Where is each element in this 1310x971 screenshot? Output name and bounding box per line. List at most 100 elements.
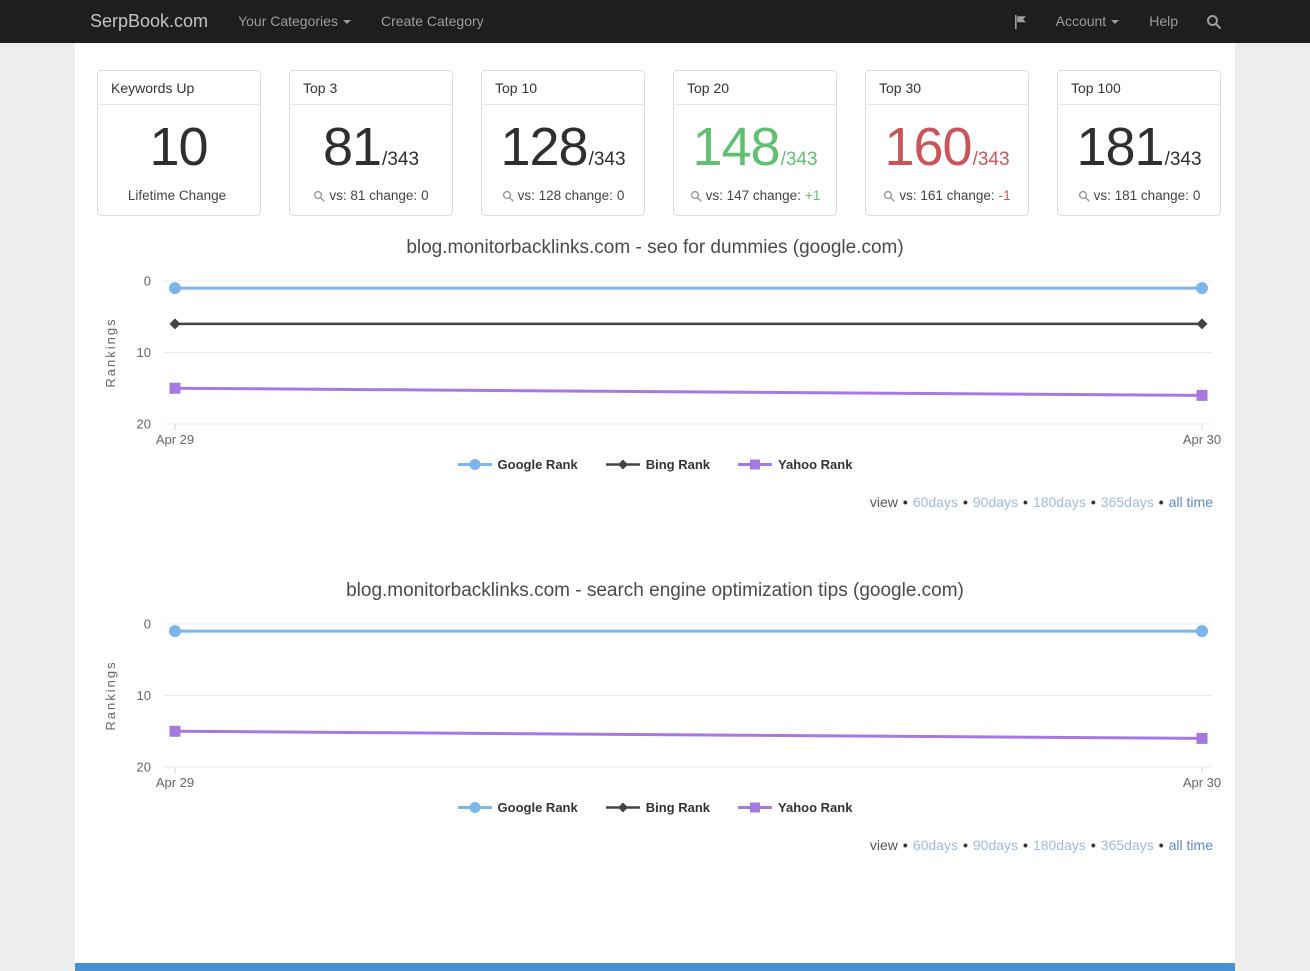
footer-bar — [75, 963, 1235, 971]
y-tick-label: 20 — [137, 760, 151, 775]
legend-label: Bing Rank — [645, 457, 711, 472]
nav-help[interactable]: Help — [1134, 0, 1193, 43]
legend-item-yahoo-rank[interactable]: Yahoo Rank — [738, 800, 852, 815]
series-marker[interactable] — [1196, 732, 1208, 744]
view-label: view — [869, 494, 898, 510]
stat-change-value: -1 — [998, 188, 1011, 203]
series-marker[interactable] — [169, 625, 181, 638]
stat-change-value: 0 — [1192, 188, 1201, 203]
x-tick-label: Apr 29 — [156, 775, 194, 790]
series-marker[interactable] — [169, 382, 181, 394]
stat-footer-text: vs: 128 change: — [517, 188, 613, 203]
timerange-link-60days[interactable]: 60days — [912, 837, 958, 853]
nav-create-category-label: Create Category — [380, 13, 484, 29]
legend-item-bing-rank[interactable]: Bing Rank — [605, 800, 710, 815]
nav-account-label: Account — [1055, 13, 1107, 29]
magnifier-icon — [883, 190, 896, 202]
separator-dot: • — [1090, 837, 1096, 853]
series-marker[interactable] — [169, 318, 181, 330]
stat-footer-text: vs: 161 change: — [899, 188, 995, 203]
legend-item-google-rank[interactable]: Google Rank — [457, 800, 578, 815]
y-tick-label: 0 — [144, 617, 151, 632]
series-marker[interactable] — [1196, 282, 1208, 295]
nav-help-label: Help — [1149, 13, 1178, 29]
series-marker[interactable] — [1196, 625, 1208, 638]
y-tick-label: 0 — [144, 274, 151, 289]
series-marker[interactable] — [1196, 318, 1208, 330]
x-tick-label: Apr 30 — [1183, 432, 1221, 447]
timerange-link-90days[interactable]: 90days — [972, 837, 1019, 853]
chart-title: blog.monitorbacklinks.com - search engin… — [346, 580, 964, 601]
timerange-link-180days[interactable]: 180days — [1032, 494, 1086, 510]
stat-change-value: +1 — [804, 188, 821, 203]
stat-card-top-100: Top 100 181 /343 vs: 181 change: 0 — [1057, 70, 1221, 216]
stat-card-value: 81 /343 — [290, 105, 452, 178]
x-tick-label: Apr 29 — [156, 432, 194, 447]
separator-dot: • — [902, 494, 908, 510]
chevron-down-icon — [342, 20, 351, 25]
stat-card-footer[interactable]: vs: 128 change: 0 — [482, 178, 644, 215]
series-marker[interactable] — [169, 725, 181, 737]
chart-block-search-engine-optimization-tips: blog.monitorbacklinks.com - search engin… — [75, 580, 1235, 853]
navbar-container: SerpBook.com Your Categories Create Cate… — [75, 0, 1235, 43]
stat-card-footer[interactable]: vs: 147 change: +1 — [674, 178, 836, 215]
stat-change-value: 0 — [421, 188, 429, 203]
rank-chart: 0 10 20 Apr 29 Apr 30 Rankings — [103, 274, 1221, 448]
nav-your-categories[interactable]: Your Categories — [223, 0, 366, 43]
timerange-link-60days[interactable]: 60days — [912, 494, 958, 510]
stat-card-value: 10 — [98, 105, 260, 178]
stat-card-title: Top 20 — [674, 71, 836, 105]
navbar-right: Account Help — [1000, 0, 1235, 43]
timerange-link-180days[interactable]: 180days — [1032, 837, 1086, 853]
legend-item-bing-rank[interactable]: Bing Rank — [605, 457, 711, 472]
stat-value: 81 — [322, 117, 382, 177]
stat-footer-text: Lifetime Change — [127, 188, 227, 203]
stat-card-footer[interactable]: vs: 181 change: 0 — [1058, 178, 1220, 215]
stat-card-footer[interactable]: vs: 81 change: 0 — [290, 178, 452, 215]
legend-marker-diamond-icon — [605, 459, 640, 470]
separator-dot: • — [962, 837, 968, 853]
timerange-link-all-time[interactable]: all time — [1168, 494, 1213, 510]
stat-denominator: /343 — [972, 149, 1010, 170]
timerange-link-365days[interactable]: 365days — [1100, 494, 1154, 510]
timerange-link-365days[interactable]: 365days — [1100, 837, 1154, 853]
magnifier-icon — [502, 190, 514, 202]
stat-cards-row: Keywords Up 10 Lifetime Change Top 3 81 … — [75, 43, 1235, 216]
separator-dot: • — [1023, 494, 1028, 510]
chart-title: blog.monitorbacklinks.com - seo for dumm… — [406, 237, 904, 258]
separator-dot: • — [1090, 494, 1096, 510]
stat-value: 128 — [500, 117, 588, 177]
nav-account[interactable]: Account — [1041, 0, 1135, 43]
stat-footer-text: vs: 181 change: — [1093, 188, 1189, 203]
content-column: Keywords Up 10 Lifetime Change Top 3 81 … — [75, 43, 1235, 971]
separator-dot: • — [1023, 837, 1028, 853]
separator-dot: • — [1158, 494, 1164, 510]
legend-marker-diamond-icon — [605, 802, 640, 813]
timerange-link-all-time[interactable]: all time — [1168, 837, 1213, 853]
chart-legend: Google Rank Bing Rank Yahoo Rank — [75, 800, 1235, 815]
separator-dot: • — [902, 837, 908, 853]
legend-item-yahoo-rank[interactable]: Yahoo Rank — [738, 457, 852, 472]
legend-item-google-rank[interactable]: Google Rank — [457, 457, 578, 472]
stat-card-footer[interactable]: vs: 161 change: -1 — [866, 178, 1028, 215]
stat-card-top-30: Top 30 160 /343 vs: 161 change: -1 — [865, 70, 1029, 216]
legend-marker-circle-icon — [457, 802, 492, 813]
search-icon[interactable] — [1193, 14, 1235, 30]
timerange-link-90days[interactable]: 90days — [972, 494, 1019, 510]
series-marker[interactable] — [169, 282, 181, 295]
series-marker[interactable] — [1196, 389, 1208, 401]
flag-icon[interactable] — [1000, 14, 1041, 30]
stat-card-top-3: Top 3 81 /343 vs: 81 change: 0 — [289, 70, 453, 216]
top-navbar: SerpBook.com Your Categories Create Cate… — [0, 0, 1310, 43]
nav-create-category[interactable]: Create Category — [366, 0, 499, 43]
magnifier-icon — [313, 190, 326, 202]
legend-label: Yahoo Rank — [778, 800, 853, 815]
stat-card-keywords-up: Keywords Up 10 Lifetime Change — [97, 70, 261, 216]
legend-label: Yahoo Rank — [778, 457, 853, 472]
chart-legend: Google Rank Bing Rank Yahoo Rank — [75, 457, 1235, 472]
brand-link[interactable]: SerpBook.com — [90, 11, 209, 31]
stat-footer-text: vs: 147 change: — [705, 188, 801, 203]
stat-card-title: Top 100 — [1058, 71, 1220, 105]
chart-block-seo-for-dummies: blog.monitorbacklinks.com - seo for dumm… — [75, 237, 1235, 510]
stat-value: 181 — [1076, 117, 1164, 177]
